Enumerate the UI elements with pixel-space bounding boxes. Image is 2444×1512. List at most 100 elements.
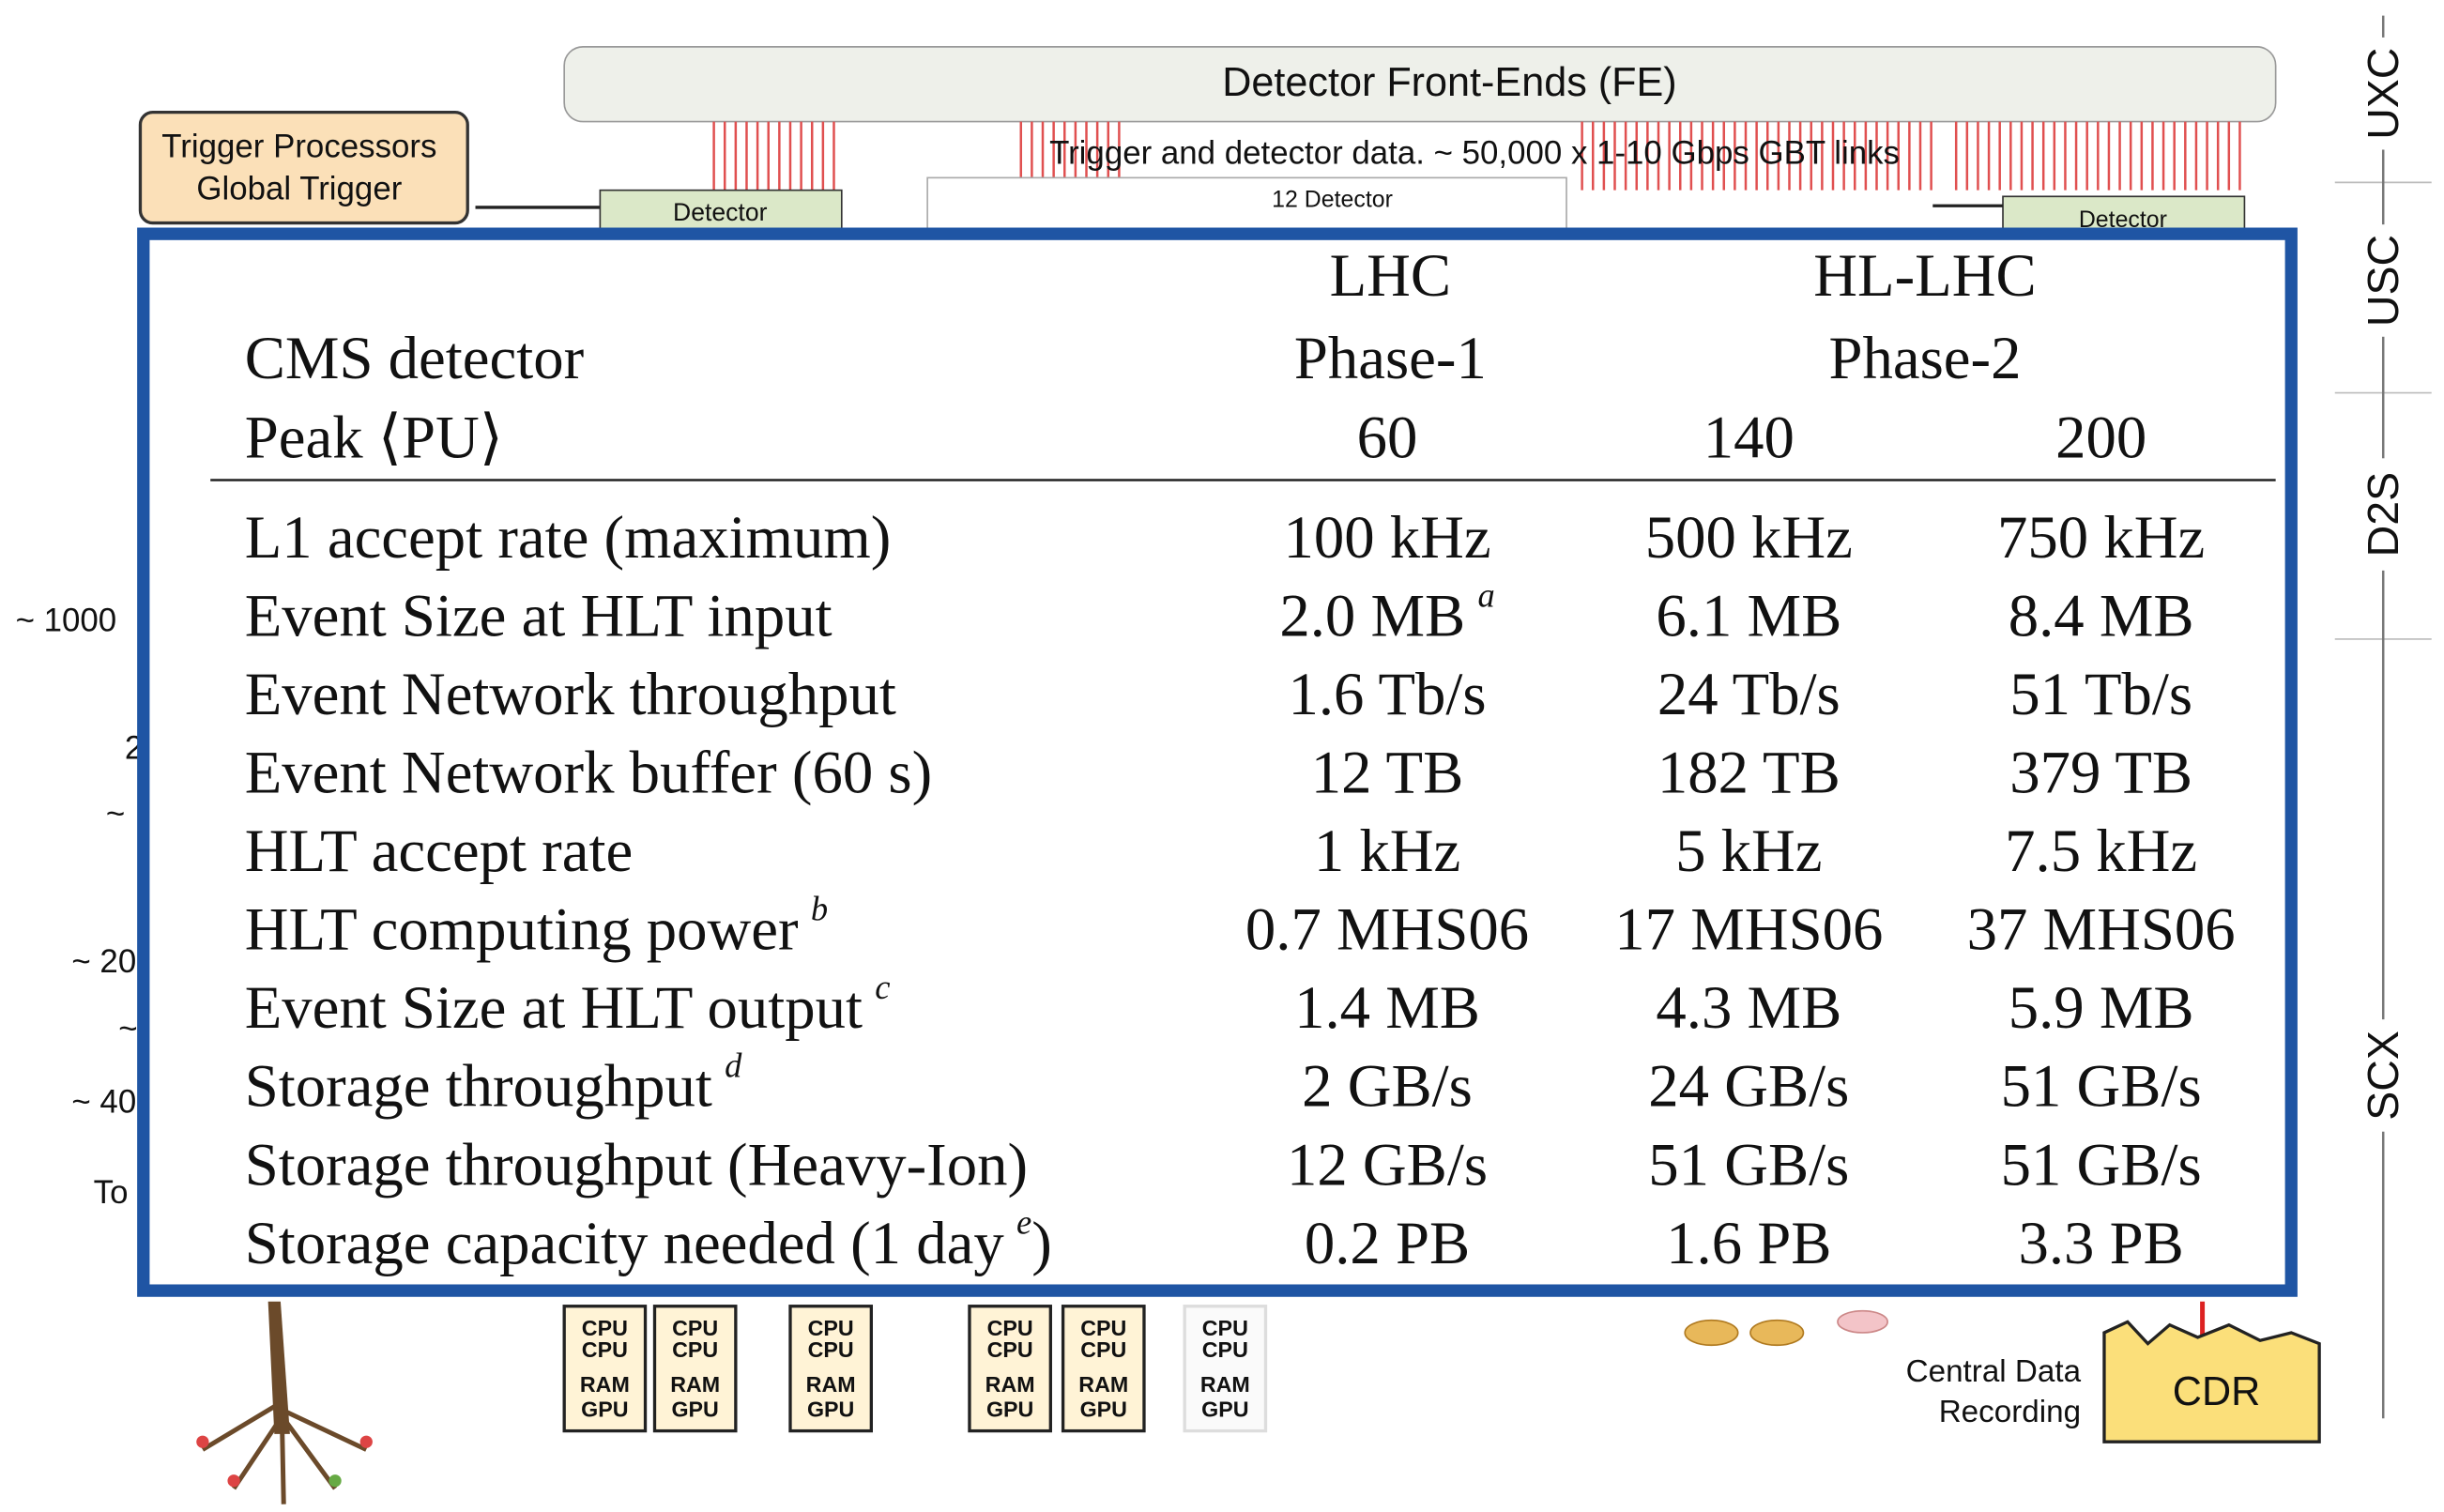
server-label: CPU bbox=[672, 1337, 718, 1362]
zone-label: SCX bbox=[2359, 1031, 2407, 1121]
server-label: CPU bbox=[987, 1337, 1033, 1362]
cdr-label: CDR bbox=[2173, 1369, 2261, 1414]
table-cell: 5 kHz bbox=[1675, 817, 1822, 885]
row-label-text: Storage throughput (Heavy-Ion) bbox=[245, 1131, 1028, 1199]
cell-text: 8.4 MB bbox=[2009, 583, 2194, 650]
cell-text: 0.7 MHS06 bbox=[1245, 896, 1529, 964]
cell-text: 6.1 MB bbox=[1656, 583, 1841, 650]
table-cell: 51 GB/s bbox=[1648, 1131, 1849, 1199]
footnote-mark: e bbox=[1016, 1202, 1031, 1241]
server-box bbox=[1061, 1305, 1146, 1433]
zone-label-bg bbox=[2357, 224, 2410, 337]
cell-text: 379 TB bbox=[2009, 740, 2192, 807]
table-cell: 100 kHz bbox=[1283, 504, 1490, 572]
cell-text: 51 Tb/s bbox=[2009, 661, 2192, 728]
table-cell: 12 GB/s bbox=[1287, 1131, 1488, 1199]
server-label: CPU bbox=[808, 1316, 854, 1340]
table-cell: 500 kHz bbox=[1645, 504, 1853, 572]
server-label: RAM bbox=[1200, 1372, 1250, 1397]
table-cell: 2.0 MB a bbox=[1279, 575, 1494, 650]
cell-text: 500 kHz bbox=[1645, 504, 1853, 572]
server-box bbox=[652, 1305, 738, 1433]
table-cell: 379 TB bbox=[2009, 740, 2192, 807]
table-cell: 1.6 Tb/s bbox=[1288, 661, 1486, 728]
cell-text: 3.3 PB bbox=[2018, 1210, 2183, 1277]
table-cell: 2 GB/s bbox=[1302, 1053, 1473, 1121]
cell-text: 24 GB/s bbox=[1648, 1053, 1849, 1121]
table-cell: 51 GB/s bbox=[2001, 1053, 2202, 1121]
header-cell: Phase-1 bbox=[1294, 325, 1487, 392]
table-cell: 6.1 MB bbox=[1656, 583, 1841, 650]
server-box bbox=[1183, 1305, 1268, 1433]
detector-label: 12 Detector bbox=[1272, 187, 1393, 213]
zone-label: D2S bbox=[2359, 472, 2407, 557]
header-cell: HL-LHC bbox=[1813, 242, 2036, 310]
front-ends-box bbox=[563, 46, 2277, 123]
links-label: Trigger and detector data. ~ 50,000 x 1-… bbox=[1049, 134, 1900, 171]
table-cell: 0.2 PB bbox=[1305, 1210, 1470, 1277]
table: LHC HL-LHC CMS detector Phase-1 Phase-2 … bbox=[210, 242, 2276, 1277]
footnote-mark: c bbox=[875, 967, 890, 1005]
cell-text: 0.2 PB bbox=[1305, 1210, 1470, 1277]
server-label: GPU bbox=[986, 1397, 1033, 1421]
cdr-caption: Central Data bbox=[1906, 1354, 2082, 1389]
table-cell: 37 MHS06 bbox=[1967, 896, 2236, 964]
header-cell: 140 bbox=[1703, 405, 1795, 472]
table-cell: 1.6 PB bbox=[1666, 1210, 1831, 1277]
server-label: CPU bbox=[1080, 1316, 1126, 1340]
row-label-text: Event Network throughput bbox=[245, 661, 896, 728]
zone-label: UXC bbox=[2359, 48, 2407, 140]
table-cell: 0.7 MHS06 bbox=[1245, 896, 1529, 964]
header-label: Peak ⟨PU⟩ bbox=[245, 405, 503, 472]
server-box bbox=[562, 1305, 648, 1433]
cell-text: 1 kHz bbox=[1314, 817, 1460, 885]
cdr-caption: Recording bbox=[1939, 1395, 2081, 1429]
table-cell: 12 TB bbox=[1311, 740, 1464, 807]
cell-text: 7.5 kHz bbox=[2005, 817, 2197, 885]
header-label: CMS detector bbox=[245, 325, 584, 392]
cdr-box bbox=[2102, 1320, 2321, 1443]
detector-box bbox=[926, 176, 1567, 235]
detector-label: Detector bbox=[673, 198, 768, 226]
server-label: GPU bbox=[1201, 1397, 1248, 1421]
header-cell: Phase-2 bbox=[1828, 325, 2021, 392]
table-cell: 1.4 MB bbox=[1294, 974, 1480, 1042]
zones: UXC USC D2S SCX bbox=[2357, 37, 2410, 1132]
tree-icon bbox=[196, 1301, 373, 1504]
row-label-text: Storage throughput bbox=[245, 1053, 712, 1121]
server-box bbox=[968, 1305, 1052, 1433]
disk bbox=[1684, 1319, 1739, 1347]
table-cell: 5.9 MB bbox=[2009, 974, 2194, 1042]
table-cell: 1 kHz bbox=[1314, 817, 1460, 885]
table-cell: 17 MHS06 bbox=[1614, 896, 1883, 964]
left-label: To bbox=[94, 1174, 129, 1211]
cell-text: 51 GB/s bbox=[1648, 1131, 1849, 1199]
table-cell: 8.4 MB bbox=[2009, 583, 2194, 650]
footnote-mark: b bbox=[811, 889, 828, 927]
cell-text: 5.9 MB bbox=[2009, 974, 2194, 1042]
server-label: RAM bbox=[985, 1372, 1035, 1397]
header-cell: 200 bbox=[2055, 405, 2146, 472]
table-panel bbox=[137, 227, 2298, 1297]
left-label: ~ 1000 bbox=[16, 603, 117, 639]
table-cell: 51 Tb/s bbox=[2009, 661, 2192, 728]
trigger-box bbox=[138, 110, 469, 225]
server-label: CPU bbox=[582, 1316, 628, 1340]
table-cell: 182 TB bbox=[1657, 740, 1841, 807]
footnote-mark: d bbox=[725, 1046, 742, 1084]
row-label-text: Storage capacity needed (1 day bbox=[245, 1210, 1005, 1277]
zone-label-bg bbox=[2357, 458, 2410, 571]
row-label-text: HLT computing power bbox=[245, 896, 799, 964]
row-label-text: ) bbox=[1031, 1210, 1052, 1277]
cell-text: 750 kHz bbox=[1997, 504, 2205, 572]
server-label: GPU bbox=[1080, 1397, 1127, 1421]
server-label: CPU bbox=[987, 1316, 1033, 1340]
cell-text: 1.6 PB bbox=[1666, 1210, 1831, 1277]
server-label: RAM bbox=[1078, 1372, 1128, 1397]
header-cell: 60 bbox=[1357, 405, 1418, 472]
row-label: L1 accept rate (maximum) bbox=[245, 504, 892, 572]
server-label: GPU bbox=[807, 1397, 854, 1421]
table-cell: 24 Tb/s bbox=[1657, 661, 1841, 728]
